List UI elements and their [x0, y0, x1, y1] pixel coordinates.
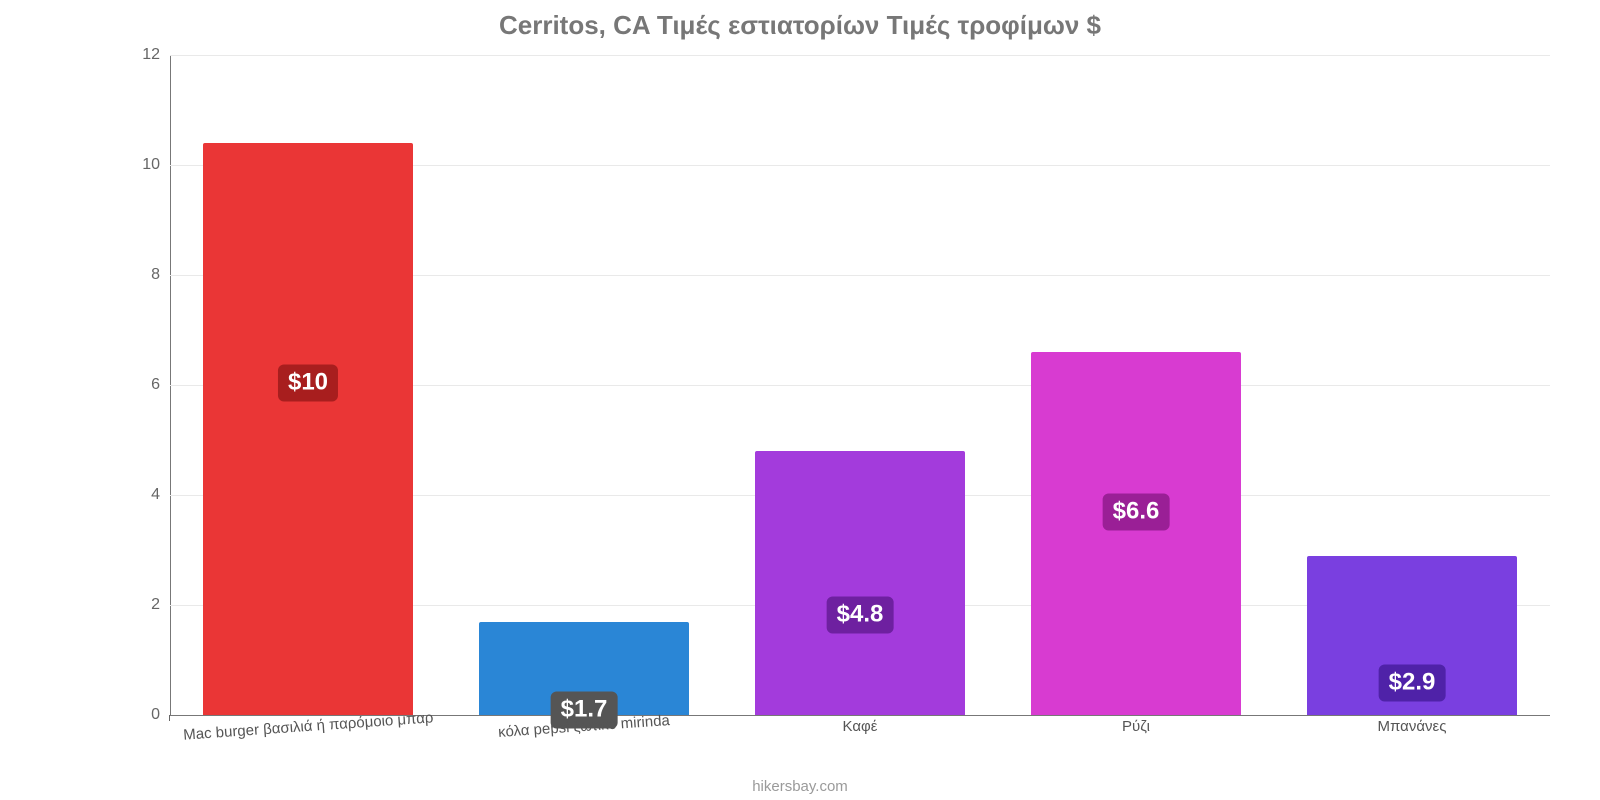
- bar-slot: $6.6: [998, 352, 1274, 715]
- y-tick-label: 12: [142, 46, 160, 64]
- x-axis-label: Μπανάνες: [1274, 718, 1550, 735]
- bars-container: $10 $1.7 $4.8 $6.6 $2.9: [170, 55, 1550, 715]
- attribution-text: hikersbay.com: [0, 778, 1600, 795]
- chart-title: Cerritos, CA Τιμές εστιατορίων Τιμές τρο…: [0, 10, 1600, 41]
- x-axis-label: Ρύζι: [998, 718, 1274, 735]
- y-tick-label: 6: [151, 376, 160, 394]
- bar-slot: $4.8: [722, 451, 998, 715]
- bar-slot: $10: [170, 143, 446, 715]
- bar-value-label: $2.9: [1379, 665, 1446, 702]
- x-axis-labels: Mac burger βασιλιά ή παρόμοιο μπαρκόλα p…: [170, 718, 1550, 735]
- y-tick-label: 8: [151, 266, 160, 284]
- x-axis-label: Καφέ: [722, 718, 998, 735]
- bar: $2.9: [1307, 556, 1517, 716]
- y-tick-label: 2: [151, 596, 160, 614]
- bar-value-label: $10: [278, 365, 338, 402]
- bar-value-label: $4.8: [827, 596, 894, 633]
- y-tick-label: 0: [151, 706, 160, 724]
- y-tick-label: 4: [151, 486, 160, 504]
- bar: $10: [203, 143, 413, 715]
- bar-slot: $2.9: [1274, 556, 1550, 716]
- bar-value-label: $6.6: [1103, 493, 1170, 530]
- bar: $6.6: [1031, 352, 1241, 715]
- bar: $4.8: [755, 451, 965, 715]
- plot-area: 024681012 $10$1.7$4.8$6.6$2.9: [170, 55, 1550, 715]
- y-tick-label: 10: [142, 156, 160, 174]
- price-bar-chart: Cerritos, CA Τιμές εστιατορίων Τιμές τρο…: [0, 0, 1600, 800]
- bar: $1.7: [479, 622, 689, 716]
- x-axis-label: κόλα pepsi ξωτικό mirinda: [446, 718, 722, 735]
- bar-slot: $1.7: [446, 622, 722, 716]
- x-axis-label: Mac burger βασιλιά ή παρόμοιο μπαρ: [170, 718, 446, 735]
